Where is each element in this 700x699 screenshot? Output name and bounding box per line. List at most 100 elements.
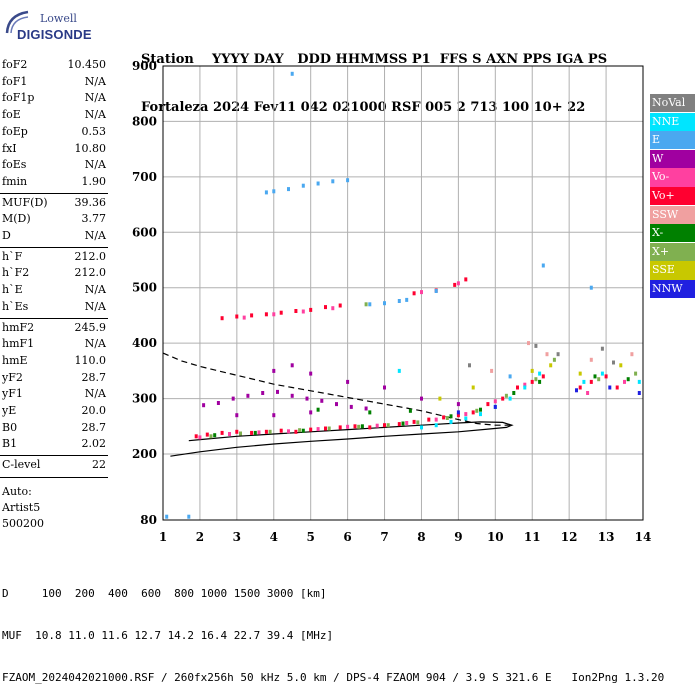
echo-point [309, 371, 313, 376]
legend-entry: NNW [650, 279, 695, 299]
x-tick-label: 3 [233, 530, 241, 544]
echo-point [582, 379, 586, 384]
echo-point [165, 514, 169, 519]
solid-profile-curve [170, 421, 514, 457]
param-row: hmE 110.0 [0, 354, 110, 371]
echo-point [589, 357, 593, 362]
x-tick-label: 1 [159, 530, 167, 544]
echo-point [290, 71, 294, 76]
echo-point [456, 281, 460, 286]
auto-program: Artist5 [2, 501, 41, 514]
echo-point [408, 408, 412, 413]
plot-frame [162, 65, 644, 521]
echo-point [246, 393, 250, 398]
param-value: 3.77 [81, 212, 107, 226]
legend-entry: NoVal [650, 94, 695, 113]
echo-point [320, 398, 324, 403]
param-name: B1 [2, 437, 18, 451]
param-row: foF2 10.450 [0, 58, 110, 75]
param-value: 2.02 [81, 437, 107, 451]
echo-point [578, 371, 582, 376]
echo-point [630, 352, 634, 357]
echo-point [479, 407, 482, 412]
echo-point [623, 379, 626, 384]
param-value: N/A [84, 158, 106, 172]
y-tick-label: 400 [132, 336, 157, 350]
echo-point [468, 363, 471, 368]
echo-point [383, 423, 386, 428]
echo-point [619, 363, 623, 368]
echo-point [420, 396, 423, 401]
echo-point [405, 421, 409, 425]
station-header: Station YYYY DAY DDD HHMMSS P1 FFS S AXN… [141, 20, 607, 132]
param-name: h`E [2, 283, 23, 297]
echo-point [600, 346, 604, 351]
header-values: Fortaleza 2024 Fev11 042 021000 RSF 005 … [141, 100, 586, 115]
echo-point [316, 427, 320, 432]
echo-point [349, 404, 353, 409]
echo-point [449, 419, 453, 424]
legend-entry: SSW [650, 205, 695, 224]
echo-point [464, 416, 468, 421]
echo-point [445, 416, 449, 420]
echo-point [545, 352, 549, 357]
param-value: 110.0 [74, 353, 107, 367]
echo-point [527, 341, 530, 346]
param-name: hmF1 [2, 337, 35, 351]
echo-point [523, 385, 527, 390]
y-tick-label: 800 [132, 114, 157, 128]
legend-entry: X- [650, 224, 695, 243]
echo-point [412, 291, 416, 296]
y-tick-label: 200 [132, 447, 157, 461]
param-name: yF1 [2, 387, 23, 401]
x-tick-label: 9 [454, 530, 462, 544]
param-name: foF2 [2, 58, 28, 71]
param-value: 39.36 [74, 195, 107, 209]
echo-point [250, 430, 254, 435]
param-value: 10.450 [67, 58, 107, 71]
echo-point [235, 314, 239, 319]
footer-info: D 100 200 400 600 800 1000 1500 3000 [km… [2, 559, 664, 699]
echo-point [538, 379, 542, 384]
param-name: hmF2 [2, 320, 35, 334]
echo-point [198, 435, 202, 440]
echo-point [530, 379, 534, 384]
echo-point [615, 385, 619, 390]
x-tick-label: 12 [561, 530, 578, 544]
param-value: N/A [84, 299, 106, 313]
echo-point [501, 396, 505, 401]
echo-point [272, 312, 276, 317]
echo-point [464, 277, 468, 282]
param-row: foF1 N/A [0, 75, 110, 92]
x-tick-labels: 1 2 3 4 5 6 7 8 9 10 11 12 13 14 [159, 530, 652, 544]
echo-point [479, 412, 482, 417]
echo-point [516, 385, 519, 390]
param-value: 28.7 [81, 420, 107, 434]
echo-point [239, 431, 242, 436]
echo-point [434, 417, 438, 422]
echo-point [420, 425, 423, 430]
echo-point [456, 410, 460, 415]
ionogram-plot: 1 2 3 4 5 6 7 8 9 10 11 12 13 14 80200300400500600700… [132, 59, 652, 544]
echo-point [575, 388, 578, 393]
echo-point [272, 189, 276, 194]
param-row: foE N/A [0, 108, 110, 125]
echo-point [338, 303, 342, 308]
echo-point [294, 429, 298, 434]
echo-point [453, 282, 457, 287]
param-value: 245.9 [74, 320, 107, 334]
param-row: MUF(D) 39.36 [0, 196, 110, 213]
param-row: fmin 1.90 [0, 175, 110, 192]
echo-point [287, 429, 290, 434]
x-tick-label: 2 [196, 530, 204, 544]
param-value: 28.7 [81, 370, 107, 384]
echo-point [331, 306, 335, 311]
x-tick-label: 6 [343, 530, 351, 544]
echo-point [375, 423, 379, 428]
echo-point [272, 413, 276, 418]
param-separator [0, 476, 108, 478]
y-tick-label: 300 [132, 392, 157, 406]
echo-point [220, 430, 224, 435]
echo-point [464, 412, 468, 417]
echo-point [242, 315, 246, 320]
